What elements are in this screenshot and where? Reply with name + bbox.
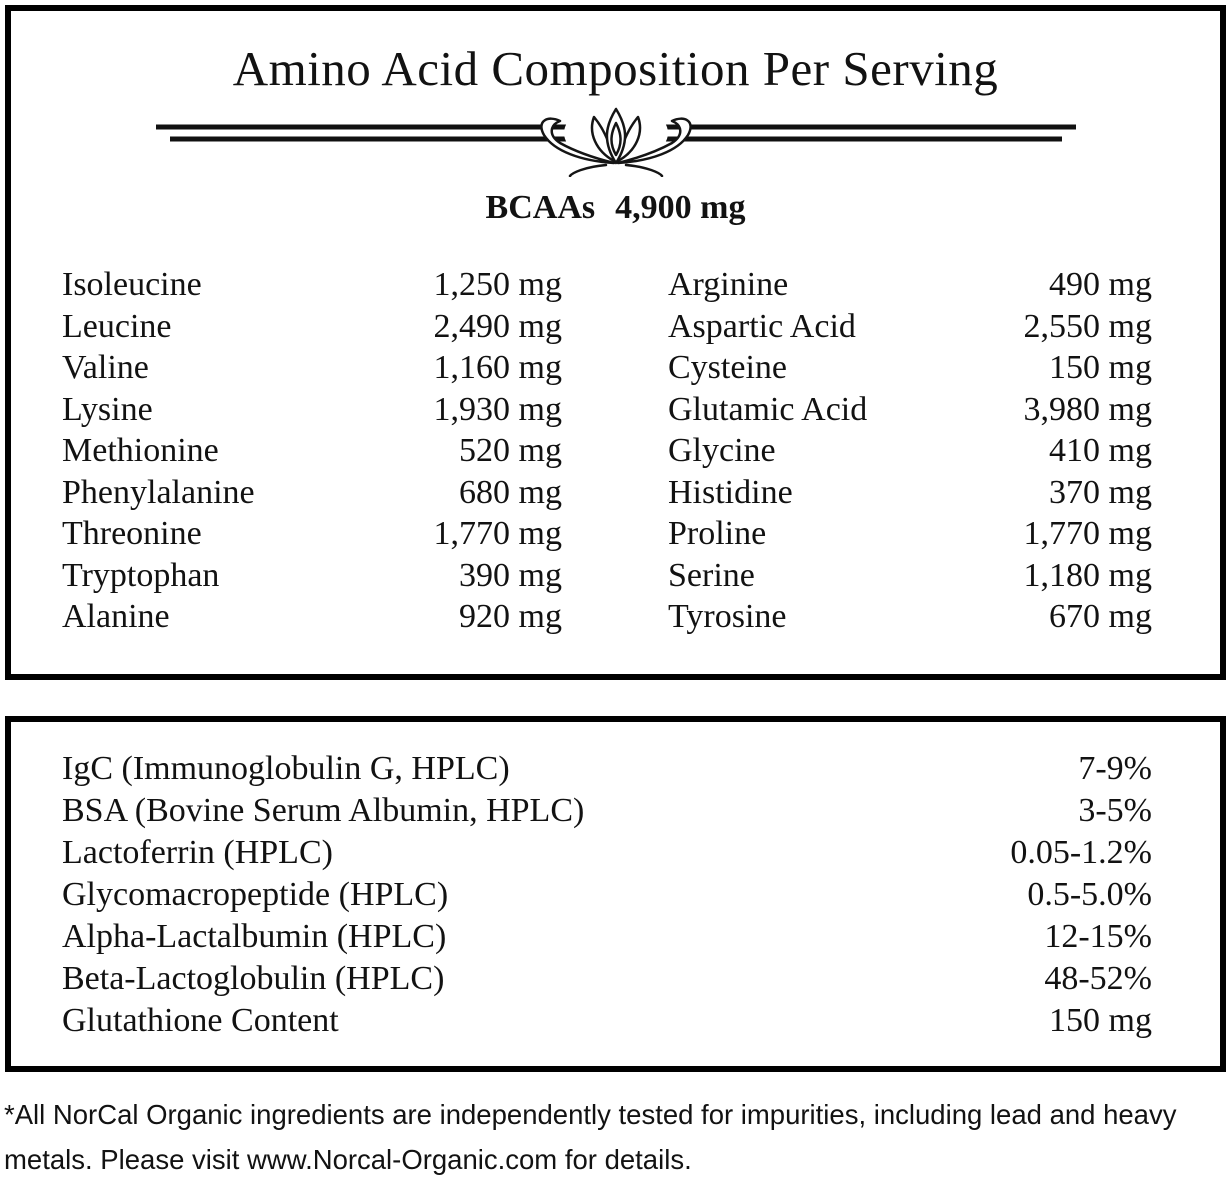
amino-name: Arginine [668,266,789,304]
amino-name: Glycine [668,432,776,470]
table-row: Alanine 920 mg [62,596,562,638]
amino-value: 3,980 mg [1023,390,1152,428]
amino-column-right: Arginine 490 mg Aspartic Acid 2,550 mg Cys… [668,264,1152,638]
fraction-value: 3-5% [1078,792,1152,829]
amino-value: 2,490 mg [433,307,562,345]
fraction-name: Lactoferrin (HPLC) [62,834,333,871]
table-row: Lactoferrin (HPLC) 0.05-1.2% [62,832,1152,874]
amino-value: 490 mg [1049,266,1152,304]
table-row: Glutamic Acid 3,980 mg [668,389,1152,431]
table-row: BSA (Bovine Serum Albumin, HPLC) 3-5% [62,790,1152,832]
table-row: Methionine 520 mg [62,430,562,472]
table-row: Beta-Lactoglobulin (HPLC) 48-52% [62,958,1152,1000]
amino-name: Alanine [62,598,170,636]
amino-value: 520 mg [459,432,562,470]
table-row: Valine 1,160 mg [62,347,562,389]
lotus-ornament-icon [155,105,1076,178]
table-row: Glycine 410 mg [668,430,1152,472]
amino-value: 920 mg [459,598,562,636]
fraction-name: BSA (Bovine Serum Albumin, HPLC) [62,792,585,829]
table-row: Proline 1,770 mg [668,513,1152,555]
table-row: Tyrosine 670 mg [668,596,1152,638]
fraction-value: 150 mg [1049,1002,1152,1039]
decorative-divider [11,105,1220,182]
amino-name: Leucine [62,307,172,345]
amino-value: 1,930 mg [433,390,562,428]
table-row: Isoleucine 1,250 mg [62,264,562,306]
footnote: *All NorCal Organic ingredients are inde… [4,1099,1177,1175]
table-row: Cysteine 150 mg [668,347,1152,389]
amino-acid-panel: Amino Acid Composition Per Serving [5,5,1226,680]
table-row: Serine 1,180 mg [668,555,1152,597]
table-row: Arginine 490 mg [668,264,1152,306]
fraction-name: Glutathione Content [62,1002,339,1039]
amino-value: 1,770 mg [1023,515,1152,553]
amino-value: 410 mg [1049,432,1152,470]
amino-name: Proline [668,515,767,553]
fraction-name: Alpha-Lactalbumin (HPLC) [62,918,447,955]
amino-value: 1,250 mg [433,266,562,304]
fraction-value: 0.5-5.0% [1027,876,1152,913]
fraction-value: 7-9% [1078,750,1152,787]
amino-value: 680 mg [459,473,562,511]
table-row: IgC (Immunoglobulin G, HPLC) 7-9% [62,748,1152,790]
fraction-name: Glycomacropeptide (HPLC) [62,876,449,913]
amino-name: Tryptophan [62,556,220,594]
amino-value: 1,180 mg [1023,556,1152,594]
table-row: Alpha-Lactalbumin (HPLC) 12-15% [62,916,1152,958]
fraction-name: Beta-Lactoglobulin (HPLC) [62,960,445,997]
amino-name: Methionine [62,432,219,470]
amino-column-left: Isoleucine 1,250 mg Leucine 2,490 mg Valin… [62,264,562,638]
page-title: Amino Acid Composition Per Serving [232,41,999,96]
amino-name: Cysteine [668,349,787,387]
bcaas-heading: BCAAs 4,900 mg [11,188,1220,228]
table-row: Tryptophan 390 mg [62,555,562,597]
table-row: Glycomacropeptide (HPLC) 0.5-5.0% [62,874,1152,916]
fraction-name: IgC (Immunoglobulin G, HPLC) [62,750,510,787]
table-row: Lysine 1,930 mg [62,389,562,431]
amino-name: Phenylalanine [62,473,255,511]
amino-value: 370 mg [1049,473,1152,511]
table-row: Histidine 370 mg [668,472,1152,514]
amino-acid-table: Isoleucine 1,250 mg Leucine 2,490 mg Valin… [11,264,1220,638]
amino-name: Isoleucine [62,266,202,304]
table-row: Glutathione Content 150 mg [62,1000,1152,1042]
amino-value: 150 mg [1049,349,1152,387]
amino-value: 670 mg [1049,598,1152,636]
amino-value: 2,550 mg [1023,307,1152,345]
table-row: Leucine 2,490 mg [62,306,562,348]
amino-name: Lysine [62,390,153,428]
table-row: Threonine 1,770 mg [62,513,562,555]
fraction-table: IgC (Immunoglobulin G, HPLC) 7-9% BSA (Bo… [11,722,1220,1042]
amino-value: 390 mg [459,556,562,594]
amino-name: Threonine [62,515,202,553]
amino-name: Serine [668,556,755,594]
amino-value: 1,160 mg [433,349,562,387]
fraction-value: 0.05-1.2% [1010,834,1152,871]
fraction-value: 12-15% [1044,918,1152,955]
amino-name: Valine [62,349,149,387]
amino-value: 1,770 mg [433,515,562,553]
amino-name: Aspartic Acid [668,307,856,345]
bcaas-label: BCAAs [485,189,596,227]
fraction-value: 48-52% [1044,960,1152,997]
bcaas-value: 4,900 mg [615,189,746,227]
table-row: Aspartic Acid 2,550 mg [668,306,1152,348]
amino-name: Histidine [668,473,793,511]
table-row: Phenylalanine 680 mg [62,472,562,514]
amino-name: Glutamic Acid [668,390,868,428]
amino-name: Tyrosine [668,598,787,636]
protein-fraction-panel: IgC (Immunoglobulin G, HPLC) 7-9% BSA (Bo… [5,716,1226,1072]
